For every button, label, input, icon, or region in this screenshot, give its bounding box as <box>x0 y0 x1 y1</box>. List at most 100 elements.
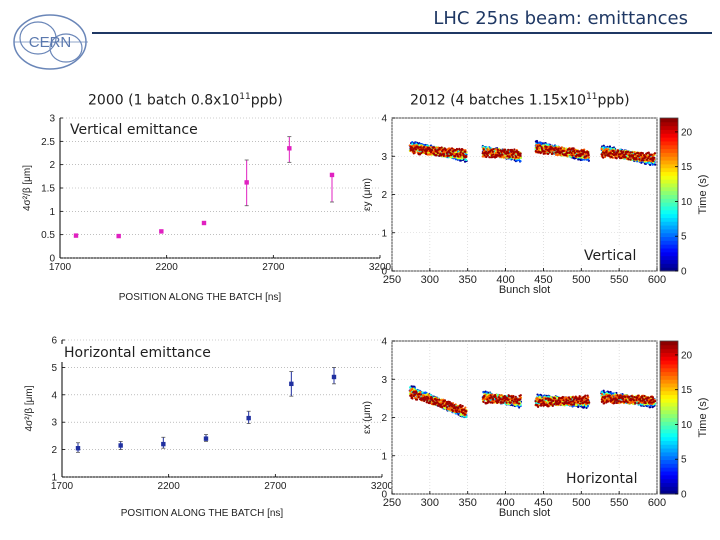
data-point <box>203 436 209 441</box>
colorbar-segment <box>660 179 678 184</box>
data-point <box>579 402 582 405</box>
data-point <box>427 393 430 397</box>
x-tick-label: 1700 <box>49 262 72 273</box>
data-point <box>449 148 452 151</box>
y-tick-label: 3 <box>381 375 387 386</box>
data-point <box>421 150 424 153</box>
data-point <box>425 152 428 156</box>
data-point <box>453 404 456 407</box>
data-point <box>461 157 464 160</box>
data-point <box>418 393 421 396</box>
x-axis-title: Bunch slot <box>499 284 550 296</box>
y-tick-label: 2.5 <box>41 137 55 148</box>
colorbar-segment <box>660 156 678 161</box>
y-tick-label: 0 <box>381 267 387 278</box>
data-point <box>569 398 572 401</box>
colorbar-segment <box>660 348 678 353</box>
colorbar-segment <box>660 459 678 464</box>
title-rule <box>92 32 712 34</box>
colorbar-segment <box>660 341 678 346</box>
data-point <box>438 146 441 150</box>
x-axis-title: Bunch slot <box>499 507 550 519</box>
data-point <box>505 401 508 404</box>
data-point <box>494 151 498 155</box>
y-tick-label: 6 <box>51 336 57 347</box>
data-point <box>461 152 465 155</box>
y-tick-label: 1 <box>51 473 57 484</box>
data-point <box>576 400 580 404</box>
data-point <box>540 404 543 407</box>
colorbar-segment <box>660 251 678 257</box>
data-point <box>575 403 578 407</box>
colorbar-segment <box>660 236 678 241</box>
data-point <box>485 146 488 149</box>
colorbar-segment <box>660 121 678 127</box>
data-point <box>553 397 557 400</box>
colorbar-segment <box>660 356 678 361</box>
colorbar-segment <box>660 205 678 211</box>
colorbar-segment <box>660 471 678 476</box>
x-tick-label: 550 <box>610 497 628 509</box>
data-point <box>438 398 441 401</box>
colorbar-segment <box>660 137 678 142</box>
data-point <box>584 394 587 397</box>
data-point <box>448 154 451 157</box>
colorbar-segment <box>660 383 678 388</box>
colorbar-segment <box>660 463 678 468</box>
colorbar-segment <box>660 386 678 392</box>
colorbar-segment <box>660 444 678 449</box>
x-tick-label: 500 <box>572 497 590 509</box>
data-point <box>451 403 454 406</box>
colorbar-title: Time (s) <box>697 175 709 215</box>
data-point <box>443 399 447 402</box>
data-point <box>461 148 464 151</box>
colorbar-segment <box>660 225 678 230</box>
y-axis-title: 4σ²/β [μm] <box>22 165 33 211</box>
colorbar-segment <box>660 478 678 484</box>
data-point <box>442 148 445 151</box>
data-point <box>424 148 427 151</box>
colorbar-segment <box>660 448 678 453</box>
y-tick-label: 2 <box>381 413 387 424</box>
colorbar-segment <box>660 394 678 399</box>
data-point <box>436 404 440 407</box>
data-point <box>451 409 455 413</box>
data-point <box>430 396 433 400</box>
data-point <box>426 397 430 400</box>
x-axis-title: POSITION ALONG THE BATCH [ns] <box>121 508 284 519</box>
data-point <box>465 410 468 413</box>
data-point <box>417 396 420 399</box>
x-tick-label: 1700 <box>51 481 74 492</box>
colorbar-segment <box>660 402 678 407</box>
colorbar-tick-label: 15 <box>681 162 693 173</box>
y-tick-label: 3 <box>51 418 57 429</box>
data-point <box>442 153 446 156</box>
data-point <box>494 395 497 398</box>
colorbar-segment <box>660 125 678 130</box>
data-point <box>331 374 337 380</box>
data-point <box>498 394 501 397</box>
colorbar-segment <box>660 160 678 165</box>
colorbar-title: Time (s) <box>697 398 709 438</box>
colorbar-segment <box>660 267 678 272</box>
colorbar-segment <box>660 198 678 203</box>
data-point <box>412 152 415 155</box>
colorbar-segment <box>660 175 678 180</box>
colorbar-segment <box>660 474 678 480</box>
data-point <box>459 151 462 154</box>
colorbar-segment <box>660 263 678 268</box>
batch-cloud <box>481 144 523 163</box>
colorbar-segment <box>660 202 678 207</box>
colorbar-segment <box>660 167 678 173</box>
x-tick-label: 400 <box>496 274 514 286</box>
data-point <box>483 394 486 398</box>
data-point <box>415 148 418 151</box>
heading-2012: 2012 (4 batches 1.15x1011ppb) <box>410 92 630 109</box>
data-point <box>159 229 164 234</box>
colorbar-segment <box>660 467 678 472</box>
data-point <box>559 400 562 404</box>
data-point <box>458 148 461 151</box>
data-point <box>73 233 79 238</box>
